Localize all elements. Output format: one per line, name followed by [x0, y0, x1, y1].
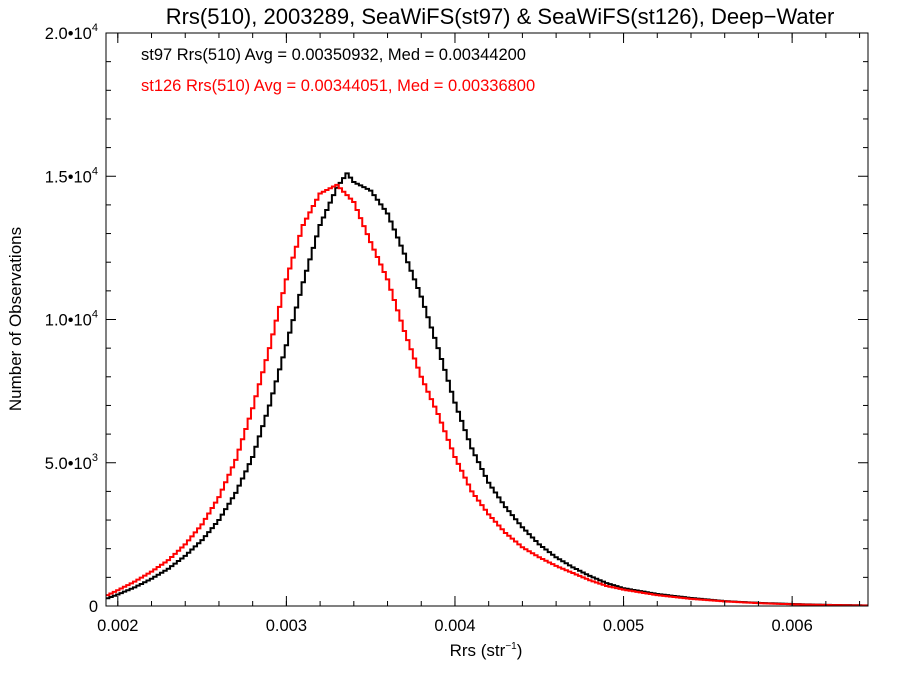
y-tick-label: 1.5•104	[45, 165, 98, 186]
stat-annotation: st126 Rrs(510) Avg = 0.00344051, Med = 0…	[141, 77, 535, 95]
stat-annotation: st97 Rrs(510) Avg = 0.00350932, Med = 0.…	[141, 46, 526, 64]
x-tick-label: 0.003	[266, 617, 307, 635]
y-tick-label: 0	[89, 598, 98, 616]
x-tick-label: 0.006	[771, 617, 812, 635]
x-tick-label: 0.004	[434, 617, 475, 635]
x-axis: 0.002 0.003 0.004 0.005 0.006	[97, 33, 861, 635]
y-tick-label: 2.0•104	[45, 22, 98, 43]
x-axis-label: Rrs (str−1)	[450, 641, 523, 660]
x-tick-label: 0.002	[97, 617, 138, 635]
chart-title: Rrs(510), 2003289, SeaWiFS(st97) & SeaWi…	[166, 4, 835, 29]
legend-annotations: st97 Rrs(510) Avg = 0.00350932, Med = 0.…	[141, 46, 535, 95]
series-0-step-line	[106, 172, 868, 607]
y-tick-label: 5.0•103	[45, 452, 98, 473]
series-1-step-line	[106, 183, 868, 607]
y-axis-label: Number of Observations	[6, 227, 25, 411]
series-layer	[106, 172, 868, 607]
y-tick-label: 1.0•104	[45, 309, 98, 330]
x-tick-label: 0.005	[603, 617, 644, 635]
y-axis: 0 5.0•103 1.0•104 1.5•104 2.0•104	[45, 22, 868, 616]
